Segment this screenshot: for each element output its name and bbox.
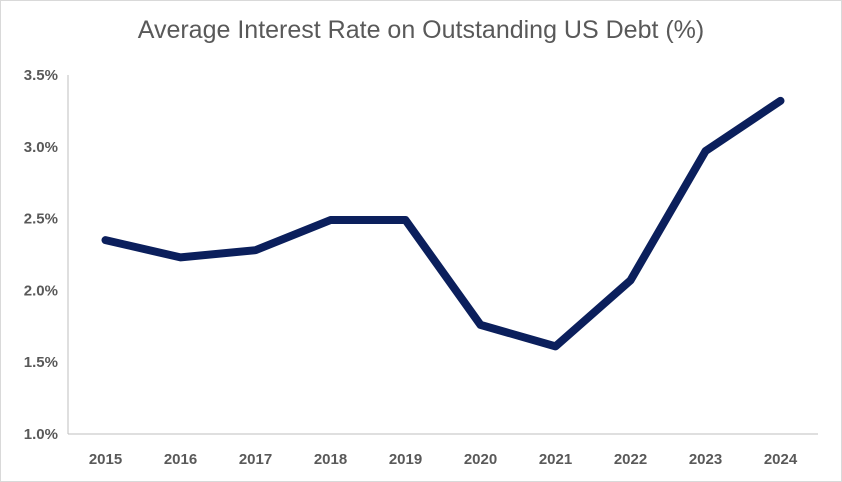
x-tick-label: 2016: [164, 451, 197, 468]
x-tick-label: 2018: [314, 451, 347, 468]
x-tick-label: 2023: [689, 451, 722, 468]
x-tick-label: 2024: [764, 451, 798, 468]
chart-title: Average Interest Rate on Outstanding US …: [137, 16, 705, 44]
series-line: [101, 96, 785, 351]
y-tick-label: 3.0%: [24, 139, 58, 156]
axes: [67, 75, 818, 435]
x-tick-label: 2020: [464, 451, 497, 468]
x-tick-label: 2021: [539, 451, 572, 468]
y-axis-ticks: 1.0% 1.5% 2.0% 2.5% 3.0% 3.5%: [24, 67, 58, 443]
x-tick-label: 2022: [614, 451, 647, 468]
x-tick-label: 2015: [89, 451, 122, 468]
x-tick-label: 2017: [239, 451, 272, 468]
y-tick-label: 2.0%: [24, 282, 58, 299]
x-tick-label: 2019: [389, 451, 422, 468]
x-axis-ticks: 2015 2016 2017 2018 2019 2020 2021 2022 2023 2024: [89, 451, 798, 468]
series-layer: [101, 96, 785, 351]
y-tick-label: 1.0%: [24, 426, 58, 443]
y-tick-label: 1.5%: [24, 354, 58, 371]
y-tick-label: 3.5%: [24, 67, 58, 84]
y-tick-label: 2.5%: [24, 211, 58, 228]
